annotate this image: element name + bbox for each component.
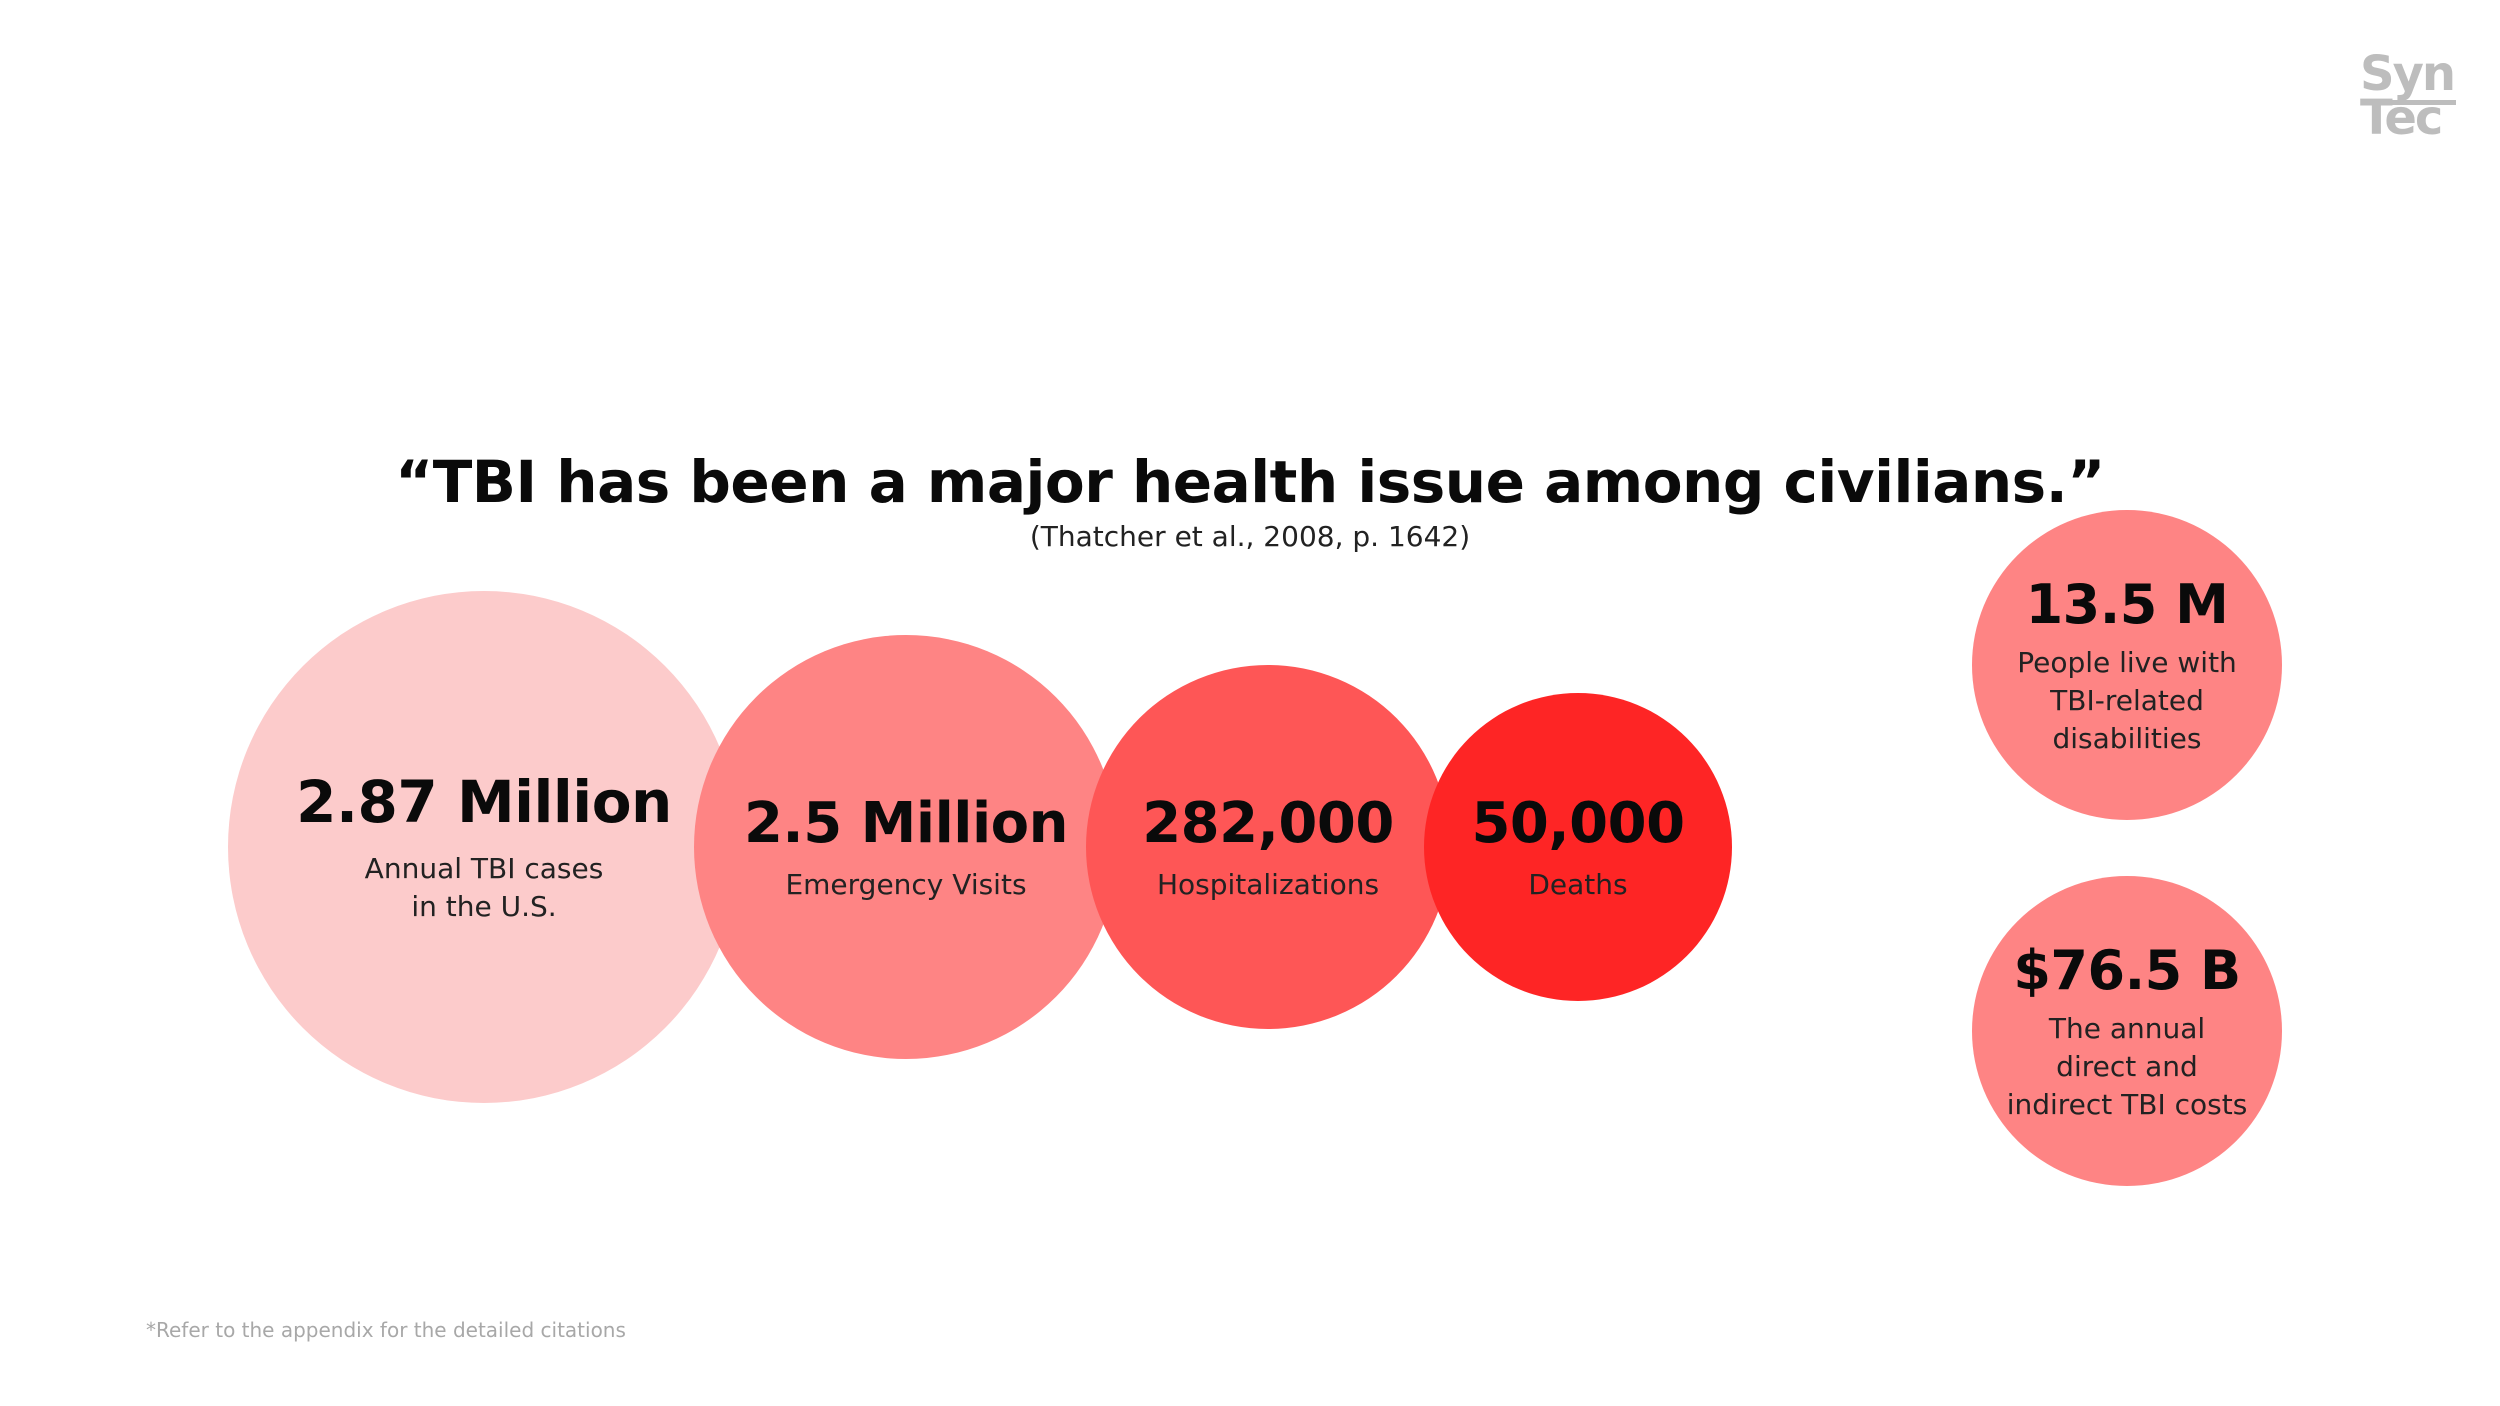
stat-value: $76.5 B — [2013, 938, 2241, 1002]
quote-citation: (Thatcher et al., 2008, p. 1642) — [1029, 520, 1471, 553]
stat-label: Hospitalizations — [1156, 867, 1380, 901]
quote-heading: “TBI has been a major health issue among… — [395, 448, 2105, 516]
stat-label: Deaths — [1528, 867, 1628, 901]
stat-value: 13.5 M — [2025, 572, 2229, 636]
syntec-logo: Syn Tec — [2360, 46, 2460, 152]
footnote: *Refer to the appendix for the detailed … — [146, 1318, 626, 1342]
stat-label: Emergency Visits — [785, 867, 1027, 901]
logo-divider — [2364, 100, 2456, 105]
stat-label: Annual TBI cases in the U.S. — [364, 852, 604, 923]
stat-bubble-emergency-visits: 2.5 Million Emergency Visits — [694, 635, 1118, 1059]
stat-label: The annual direct and indirect TBI costs — [2006, 1011, 2248, 1121]
stat-value: 2.5 Million — [743, 790, 1069, 856]
stat-value: 2.87 Million — [296, 768, 672, 836]
stat-bubble-annual-costs: $76.5 B The annual direct and indirect T… — [1972, 876, 2282, 1186]
stat-bubble-deaths: 50,000 Deaths — [1424, 693, 1732, 1001]
stat-bubble-disabilities: 13.5 M People live with TBI-related disa… — [1972, 510, 2282, 820]
stat-bubble-hospitalizations: 282,000 Hospitalizations — [1086, 665, 1450, 1029]
stat-value: 50,000 — [1471, 790, 1685, 856]
stat-bubble-annual-cases: 2.87 Million Annual TBI cases in the U.S… — [228, 591, 740, 1103]
stat-value: 282,000 — [1142, 790, 1394, 856]
logo-text-line-1: Syn — [2360, 46, 2456, 102]
stat-label: People live with TBI-related disabilitie… — [2017, 645, 2237, 755]
